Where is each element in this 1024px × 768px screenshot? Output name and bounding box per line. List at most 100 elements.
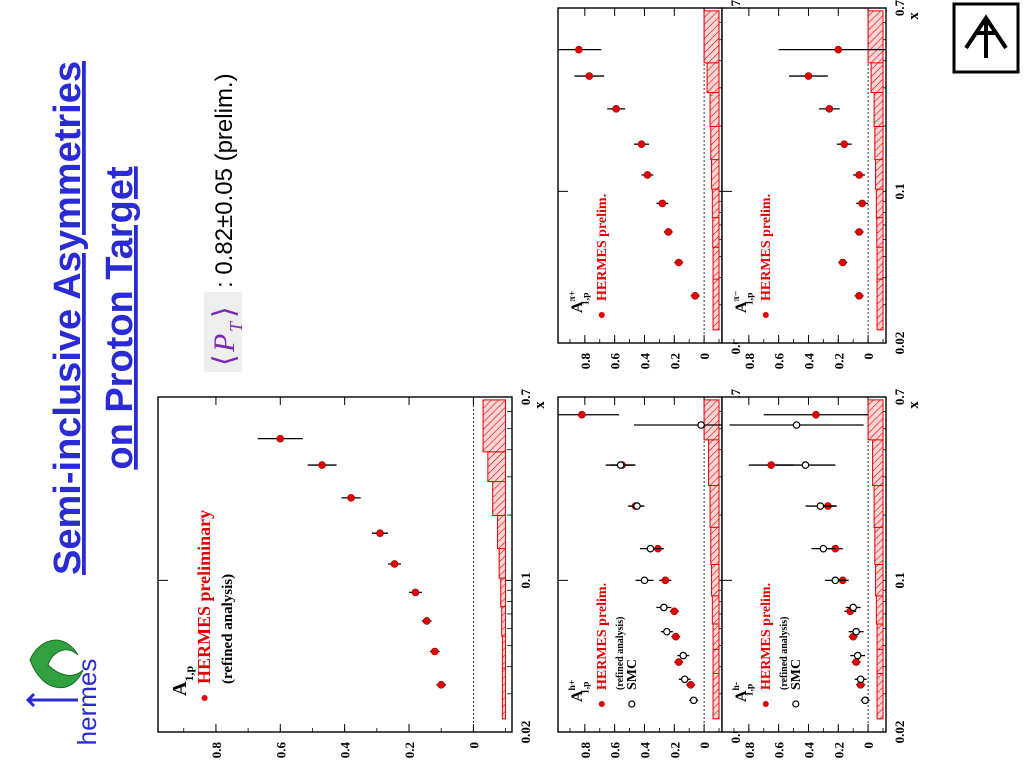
y-tick-label: 0.2 [402,742,417,758]
hermes-logo: hermes [25,639,102,746]
data-point-hermes [767,461,776,469]
data-point-hermes [318,461,326,469]
legend-marker-hermes [762,701,769,707]
collaboration-logo [952,2,1020,74]
data-point-hermes [834,45,843,54]
x-axis-label: x [906,401,922,409]
y-tick-label: 0 [466,742,481,749]
x-tick-label: 0.1 [892,572,907,588]
bird-icon [964,14,1008,58]
data-point-smc [853,651,862,660]
y-tick-label: 0.6 [608,353,623,370]
data-point-hermes [661,576,670,585]
data-point-smc [849,603,858,612]
y-tick-label: 0.4 [637,353,652,370]
data-point-smc [861,696,869,705]
data-point-smc [660,603,668,612]
y-axis-label-sup: π+ [567,291,578,302]
systematic-band [867,399,884,720]
pt-symbol-p: P [208,334,241,353]
data-point-hermes [390,560,399,568]
x-tick-label: 0.1 [892,183,907,199]
pt-symbol-t: T [226,320,246,332]
legend-marker-smc [792,700,800,708]
data-point-smc [646,544,655,553]
y-tick-label: 0.6 [273,742,288,759]
data-point-hermes [838,258,847,267]
data-point-hermes [855,292,863,300]
plot-frame [157,396,513,733]
data-point-smc [663,627,671,636]
pt-symbol-close: ⟩ [208,306,241,318]
y-tick-label: 0.6 [608,742,623,759]
pt-formula: ⟨ P T ⟩ : 0.82±0.05 (prelim.) [204,73,246,372]
data-point-hermes [276,434,285,443]
y-axis-label-sup: h+ [567,680,578,691]
slide-title-line2: on Proton Target [99,166,141,470]
data-point-smc [856,675,865,684]
y-axis-label: Ah- 1,p [731,682,756,702]
y-tick-label: 0 [861,353,876,360]
legend-entry: HERMES preliminary [194,510,214,684]
data-point-hermes [347,494,355,502]
y-axis-label-sup: h- [731,682,742,691]
y-axis-label-sup: π− [731,291,742,302]
y-tick-label: 0.4 [801,353,816,370]
y-axis-label: Aπ+ 1,p [567,291,592,313]
data-point-hermes [376,529,384,537]
data-point-hermes [674,658,683,666]
y-axis-label-sub: 1,p [744,293,755,306]
data-point-hermes [575,45,583,54]
data-point-smc [831,576,840,585]
systematic-band [703,399,720,720]
y-tick-label: 0.2 [831,742,846,758]
data-point-hermes [411,588,420,597]
data-point-hermes [812,410,820,419]
legend-entry: HERMES prelim. [595,194,610,301]
plot-frame [557,7,723,344]
y-tick-label: 0.8 [742,742,757,759]
data-point-hermes [686,681,695,689]
y-axis-label-sub: 1,p [744,684,755,697]
legend-marker-hermes [598,312,605,318]
y-tick-label: 0.8 [209,742,224,759]
y-tick-label: 0.6 [772,353,787,370]
data-point-hermes [858,199,866,208]
data-point-hermes [674,258,683,267]
data-point-hermes [612,105,620,113]
data-point-hermes [664,228,673,236]
y-tick-label: 0.2 [667,742,682,758]
y-tick-label: 0.8 [742,353,757,370]
y-axis-label-main: A [569,301,586,313]
y-axis-label-main: A [733,690,750,702]
legend-entry: (refined analysis) [779,617,790,690]
data-point-hermes [852,658,860,666]
x-tick-label: 0.1 [518,572,533,588]
slide-title-line1: Semi-inclusive Asymmetries [47,61,89,575]
y-tick-label: 0.6 [772,742,787,759]
data-point-hermes [643,171,652,179]
legend-marker-hermes [762,312,769,318]
data-point-smc [689,696,698,705]
y-axis-label-sub: 1,p [580,293,591,306]
y-tick-label: 0 [861,742,876,749]
data-point-hermes [670,607,679,616]
data-point-hermes [671,632,680,641]
y-tick-label: 0 [697,742,712,749]
data-point-smc [816,502,825,510]
data-point-smc [680,675,689,684]
y-tick-label: 0.8 [578,353,593,370]
legend-marker-hermes [598,701,605,707]
legend-entry: (refined analysis) [615,617,626,690]
x-tick-label: 0.7 [518,388,533,405]
y-axis-label-sub: 1,p [182,666,196,682]
legend-entry: HERMES prelim. [759,583,774,690]
x-axis-label: x [906,12,922,20]
logo-text: hermes [72,659,102,746]
chart-a1p-piminus: 00.20.40.60.80.020.10.7 xAπ− 1,p HERMES pre… [721,0,922,370]
y-axis-label: Ah+ 1,p [567,680,592,702]
y-axis-label-main: A [733,301,750,313]
